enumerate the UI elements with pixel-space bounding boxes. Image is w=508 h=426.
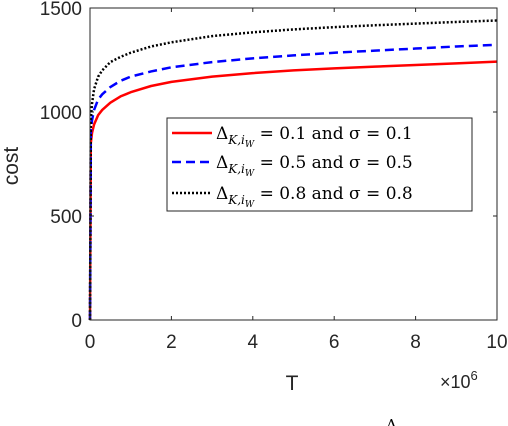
legend-label-1: ΔK,iW = 0.1 and σ = 0.1 — [216, 124, 413, 150]
x-axis-label: T — [286, 372, 299, 395]
series-line-2 — [88, 43, 498, 321]
bottom-cut-fragment: Δ — [386, 416, 397, 426]
series-layer — [88, 19, 498, 321]
legend-box — [166, 117, 473, 212]
x-multiplier-base: ×10 — [440, 372, 471, 392]
y-axis-label: cost — [0, 147, 23, 186]
y-tick-label: 1000 — [40, 103, 82, 124]
plot-frame — [89, 7, 498, 321]
y-tick-label: 500 — [50, 207, 82, 228]
legend-entries: ΔK,iW = 0.1 and σ = 0.1 ΔK,iW = 0.5 and σ… — [172, 124, 413, 210]
series-line-1 — [88, 60, 498, 321]
x-tick-label: 4 — [248, 332, 259, 353]
x-tick-label: 6 — [329, 332, 340, 353]
y-tick-label: 0 — [71, 311, 82, 332]
x-multiplier: ×106 — [440, 368, 478, 392]
legend-label-2: ΔK,iW = 0.5 and σ = 0.5 — [216, 153, 413, 179]
series-line-3 — [88, 19, 498, 321]
x-tick-label: 0 — [85, 332, 96, 353]
x-tick-label: 10 — [486, 332, 507, 353]
x-tick-label: 8 — [410, 332, 421, 353]
ticks-layer: 0 2 4 6 8 10 0 500 1000 1500 — [40, 0, 508, 353]
svg-text:×106: ×106 — [440, 368, 478, 392]
y-tick-label: 1500 — [40, 0, 82, 20]
legend-label-3: ΔK,iW = 0.8 and σ = 0.8 — [216, 184, 413, 210]
x-multiplier-exp: 6 — [471, 368, 478, 383]
x-tick-label: 2 — [166, 332, 177, 353]
legend: ΔK,iW = 0.1 and σ = 0.1 ΔK,iW = 0.5 and σ… — [166, 117, 473, 212]
